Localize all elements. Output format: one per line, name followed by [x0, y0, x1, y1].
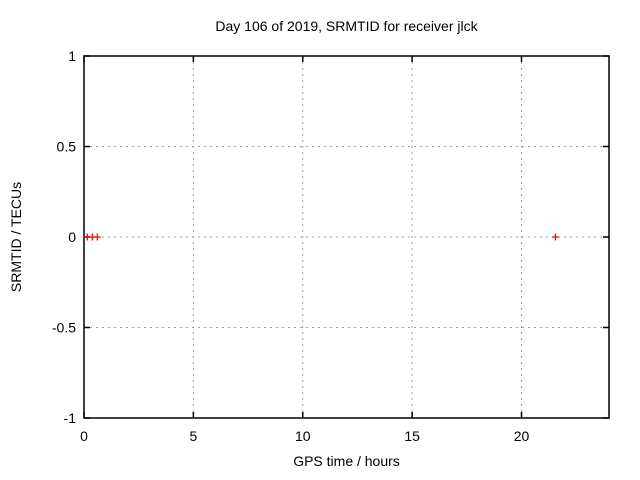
y-tick-label: 0: [68, 229, 76, 245]
x-tick-label: 5: [189, 428, 197, 444]
chart-title: Day 106 of 2019, SRMTID for receiver jlc…: [215, 18, 478, 34]
y-tick-label: -1: [64, 410, 77, 426]
x-tick-label: 10: [295, 428, 311, 444]
x-tick-label: 0: [80, 428, 88, 444]
data-point: [551, 233, 559, 241]
x-tick-label: 20: [514, 428, 530, 444]
data-point: [93, 233, 101, 241]
x-tick-label: 15: [404, 428, 420, 444]
y-tick-label: -0.5: [52, 320, 76, 336]
axis-ticks: [83, 55, 609, 419]
y-tick-label: 1: [68, 48, 76, 64]
y-tick-label: 0.5: [57, 139, 77, 155]
grid-lines: [84, 56, 609, 418]
tick-labels: 0 5 10 15 20 -1 -0.5 0 0.5 1: [52, 48, 530, 444]
y-axis-label: SRMTID / TECUs: [8, 182, 24, 292]
x-axis-label: GPS time / hours: [293, 453, 400, 469]
data-points: [83, 233, 559, 241]
